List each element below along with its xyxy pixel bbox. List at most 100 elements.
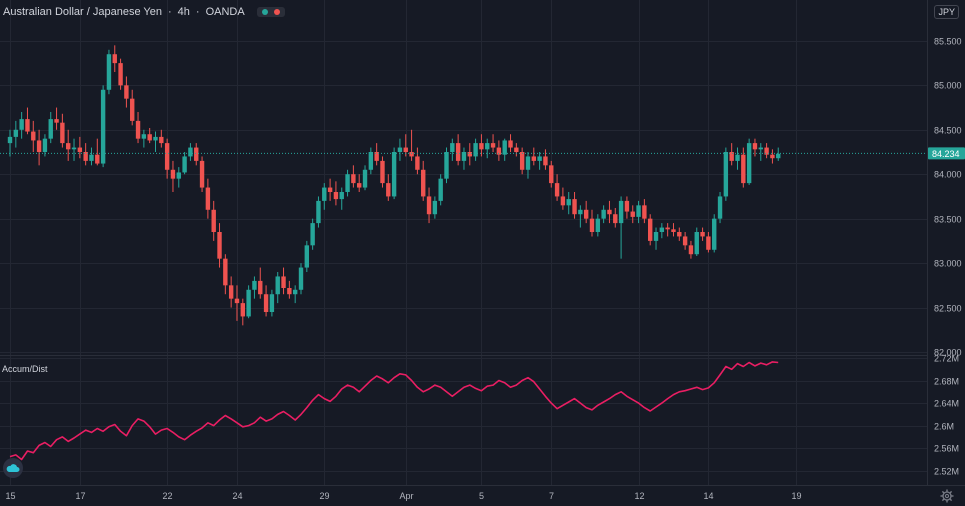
candle-body-down[interactable] [159, 136, 164, 144]
indicator-title[interactable]: Accum/Dist [2, 364, 48, 374]
candle-body-down[interactable] [415, 156, 420, 170]
candle-body-down[interactable] [124, 85, 129, 99]
candle-body-up[interactable] [776, 153, 781, 159]
candle-body-down[interactable] [688, 245, 694, 255]
candle-body-down[interactable] [508, 140, 513, 148]
candle-body-down[interactable] [386, 183, 391, 197]
candle-body-down[interactable] [741, 154, 746, 184]
candle-body-up[interactable] [48, 119, 53, 139]
candle-body-down[interactable] [549, 165, 554, 184]
candle-body-down[interactable] [706, 236, 711, 250]
currency-badge[interactable]: JPY [934, 5, 959, 19]
candle-body-up[interactable] [316, 200, 321, 224]
candle-body-up[interactable] [339, 192, 344, 200]
candle-body-down[interactable] [66, 143, 71, 150]
candle-body-down[interactable] [531, 156, 536, 161]
candle-body-down[interactable] [479, 143, 484, 150]
candle-body-down[interactable] [351, 174, 356, 184]
candle-body-up[interactable] [7, 136, 13, 144]
candle-body-down[interactable] [560, 196, 566, 206]
candle-body-down[interactable] [700, 232, 705, 237]
candle-body-up[interactable] [106, 54, 112, 90]
candle-body-down[interactable] [31, 131, 36, 141]
candle-body-up[interactable] [659, 227, 665, 232]
candle-body-up[interactable] [746, 143, 752, 184]
candle-body-up[interactable] [269, 294, 275, 312]
candle-body-up[interactable] [712, 218, 717, 250]
candle-body-down[interactable] [77, 147, 83, 152]
candle-body-down[interactable] [426, 196, 432, 215]
candle-body-down[interactable] [199, 160, 205, 188]
settings-gear-icon[interactable] [938, 487, 956, 505]
candle-body-down[interactable] [648, 218, 653, 241]
accum-dist-series[interactable] [9, 361, 779, 461]
candle-body-down[interactable] [287, 288, 292, 295]
candle-body-up[interactable] [578, 209, 583, 215]
candle-body-up[interactable] [485, 143, 490, 150]
candle-body-down[interactable] [234, 298, 240, 304]
candle-body-down[interactable] [519, 152, 525, 170]
candle-body-up[interactable] [13, 129, 19, 137]
candle-body-down[interactable] [630, 211, 635, 217]
candle-body-down[interactable] [554, 183, 560, 197]
candle-body-down[interactable] [36, 140, 42, 152]
candle-body-up[interactable] [618, 200, 624, 224]
candle-body-up[interactable] [141, 134, 147, 139]
candle-body-down[interactable] [403, 147, 408, 152]
candle-body-up[interactable] [397, 147, 403, 152]
candle-body-down[interactable] [205, 187, 211, 210]
candle-body-down[interactable] [572, 199, 577, 215]
candle-body-down[interactable] [281, 276, 286, 288]
candle-body-up[interactable] [176, 172, 181, 179]
candle-body-down[interactable] [514, 147, 519, 152]
candle-body-down[interactable] [613, 214, 618, 224]
candle-body-up[interactable] [438, 178, 443, 201]
candle-body-down[interactable] [671, 229, 676, 232]
candle-body-down[interactable] [682, 236, 688, 246]
candle-body-up[interactable] [246, 289, 251, 317]
candle-body-up[interactable] [182, 156, 187, 173]
candle-body-up[interactable] [758, 147, 763, 150]
candle-body-up[interactable] [292, 289, 298, 295]
candle-body-down[interactable] [543, 156, 548, 166]
candle-body-down[interactable] [194, 147, 199, 161]
candle-body-up[interactable] [566, 199, 571, 206]
candle-body-down[interactable] [455, 143, 461, 161]
candle-body-up[interactable] [310, 223, 315, 246]
candle-body-up[interactable] [735, 154, 740, 161]
candle-body-down[interactable] [170, 169, 176, 179]
candle-body-up[interactable] [537, 156, 542, 161]
candle-body-up[interactable] [525, 156, 531, 170]
candle-body-up[interactable] [298, 267, 304, 290]
candle-body-down[interactable] [467, 152, 472, 157]
indicator-axis[interactable]: 2.72M 2.68M 2.64M 2.6M 2.56M 2.52M [934, 354, 959, 477]
candle-body-down[interactable] [258, 280, 263, 295]
candle-body-down[interactable] [374, 152, 379, 161]
candle-body-down[interactable] [764, 147, 769, 155]
candle-body-up[interactable] [42, 138, 48, 152]
candle-body-up[interactable] [694, 232, 699, 255]
time-axis[interactable]: 15 17 22 24 29 Apr 5 7 12 14 19 [5, 491, 801, 501]
candle-body-down[interactable] [589, 218, 595, 232]
tradingview-logo-icon[interactable] [3, 458, 23, 478]
candle-body-down[interactable] [665, 227, 670, 230]
candle-body-down[interactable] [607, 209, 612, 215]
candle-body-down[interactable] [112, 54, 117, 64]
accum-dist-line[interactable] [9, 361, 779, 461]
candlestick-series[interactable] [7, 45, 781, 326]
candle-body-down[interactable] [228, 285, 234, 299]
candle-body-up[interactable] [275, 276, 280, 295]
candle-body-up[interactable] [653, 232, 659, 241]
candle-body-up[interactable] [473, 143, 478, 157]
candle-body-down[interactable] [147, 134, 152, 141]
candle-body-down[interactable] [135, 120, 141, 139]
candle-body-down[interactable] [240, 303, 245, 317]
market-status[interactable] [256, 7, 285, 17]
candle-body-down[interactable] [164, 143, 170, 170]
candle-body-up[interactable] [322, 187, 327, 201]
candle-body-up[interactable] [71, 147, 77, 150]
candle-body-down[interactable] [54, 119, 59, 123]
candle-body-down[interactable] [770, 154, 775, 159]
candle-body-up[interactable] [450, 143, 455, 152]
